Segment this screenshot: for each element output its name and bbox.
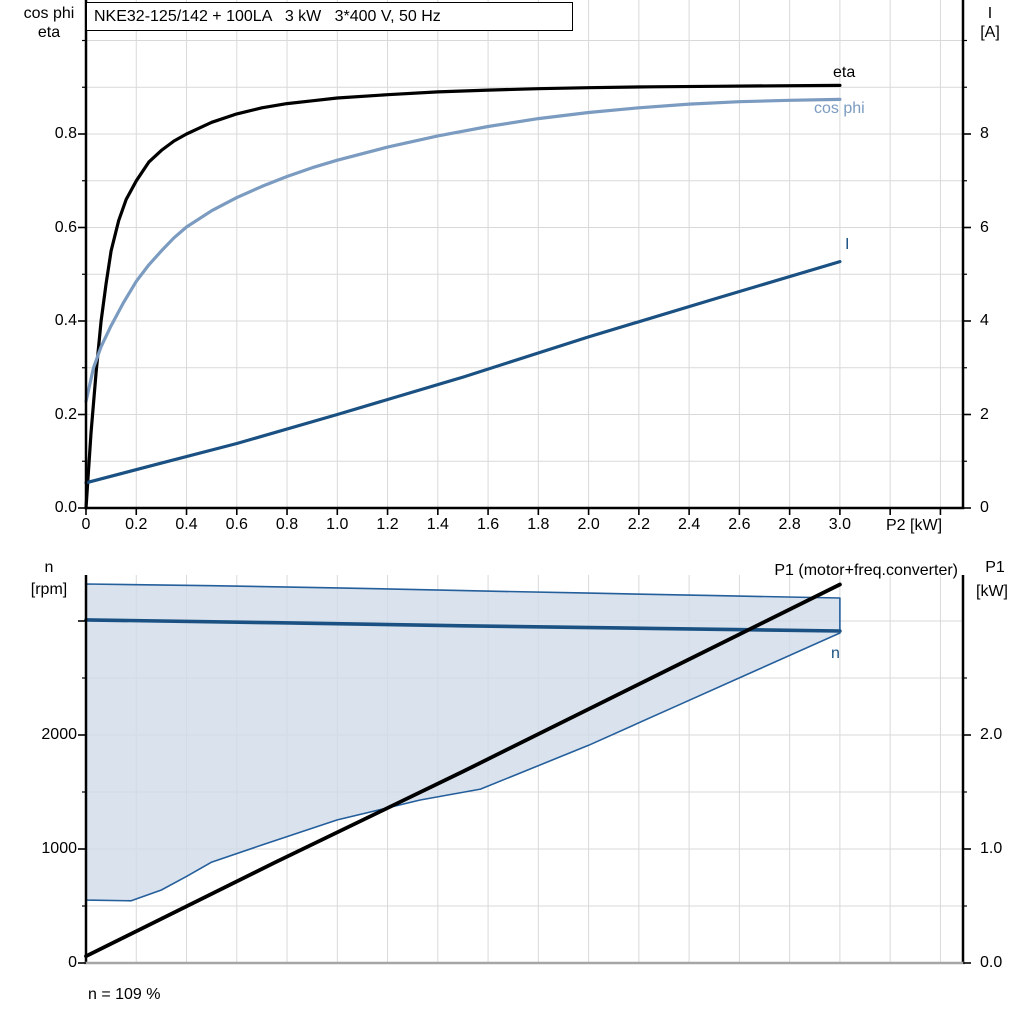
chart-title: NKE32-125/142 + 100LA 3 kW 3*400 V, 50 H…	[86, 2, 573, 31]
right-tick-label: 8	[980, 125, 989, 142]
x-tick-label: 0.2	[125, 516, 148, 533]
curve-label-eta: eta	[833, 64, 856, 81]
curve-label-current: I	[845, 236, 850, 253]
x-tick-label: 0	[81, 516, 91, 533]
top-right-axis-name-current: I	[987, 5, 993, 22]
bottom-right-axis-unit-kw: [kW]	[976, 583, 1008, 600]
x-tick-label: 0.4	[175, 516, 198, 533]
right-tick-label: 2	[980, 405, 989, 423]
left-tick-label: 2000	[41, 726, 77, 743]
speed-setting-note: n = 109 %	[88, 986, 161, 1003]
x-tick-label: 2.2	[627, 516, 650, 533]
left-tick-label: 0.0	[54, 499, 77, 516]
left-tick-label: 0.6	[54, 218, 77, 236]
bottom-left-axis-unit-rpm: [rpm]	[30, 581, 68, 598]
left-tick-label: 0.4	[54, 312, 77, 329]
x-tick-label: 2.6	[728, 516, 751, 533]
x-tick-label: 1.6	[476, 516, 500, 533]
right-tick-label: 2.0	[980, 726, 1003, 743]
right-tick-label: 6	[980, 218, 989, 236]
x-tick-label: 0.8	[275, 516, 299, 533]
bottom-left-axis-name-speed: n	[44, 559, 54, 576]
left-tick-label: 1000	[41, 840, 77, 857]
x-tick-label: 2.0	[577, 516, 600, 533]
x-axis-label: P2 [kW]	[886, 517, 943, 534]
top-left-axis-name-cosphi: cos phi	[23, 5, 75, 22]
x-tick-label: 1.8	[527, 516, 550, 533]
curve-label-n: n	[831, 645, 840, 662]
bottom-right-axis-name-p1: P1	[985, 559, 1005, 576]
left-tick-label: 0.2	[54, 405, 77, 423]
left-tick-label: 0	[68, 954, 77, 971]
right-tick-label: 1.0	[980, 840, 1003, 857]
x-tick-label: 1.2	[376, 516, 399, 533]
x-tick-label: 2.4	[677, 516, 701, 533]
x-tick-label: 2.8	[778, 516, 801, 533]
top-left-axis-name-eta: eta	[37, 24, 61, 41]
curve-label-p1: P1 (motor+freq.converter)	[774, 562, 958, 579]
x-tick-label: 1.4	[426, 516, 449, 533]
right-tick-label: 4	[980, 312, 989, 329]
right-tick-label: 0.0	[980, 954, 1003, 971]
left-tick-label: 0.8	[54, 125, 77, 142]
x-tick-label: 3.0	[828, 516, 852, 533]
right-tick-label: 0	[980, 499, 989, 516]
curve-label-cosphi: cos phi	[814, 100, 865, 117]
top-right-axis-unit-amps: [A]	[980, 24, 1000, 41]
x-tick-label: 0.6	[225, 516, 248, 533]
x-tick-label: 1.0	[326, 516, 349, 533]
